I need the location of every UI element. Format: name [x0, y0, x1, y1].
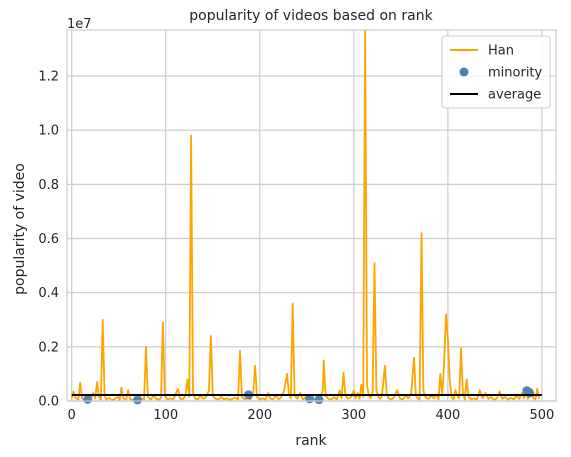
y-tick-label: 1.0	[38, 124, 59, 139]
x-tick-label: 300	[341, 408, 366, 423]
axes	[66, 29, 557, 402]
y-tick-label: 0.4	[38, 286, 59, 301]
legend: Han minority average	[441, 35, 551, 109]
legend-marker-minority	[459, 67, 469, 77]
data-layer	[70, 29, 542, 405]
minority-point	[133, 395, 143, 405]
x-tick-label: 0	[68, 408, 76, 423]
y-axis-label: popularity of video	[12, 163, 28, 295]
x-tick-label: 500	[529, 408, 554, 423]
x-tick-label: 400	[435, 408, 460, 423]
y-tick-label: 1.2	[38, 70, 59, 85]
y-tick-label: 0.6	[38, 232, 59, 247]
legend-label-Han: Han	[488, 44, 514, 59]
chart-title: popularity of videos based on rank	[189, 8, 433, 24]
y-tick-label: 0.0	[38, 395, 59, 410]
plot-frame	[66, 29, 557, 402]
han-series-line	[70, 29, 540, 402]
x-tick-label: 100	[153, 408, 178, 423]
x-axis-label: rank	[295, 433, 327, 449]
legend-label-average: average	[488, 88, 541, 103]
legend-label-minority: minority	[488, 66, 543, 81]
x-tick-label: 200	[247, 408, 272, 423]
y-tick-label: 0.2	[38, 340, 59, 355]
legend-box	[441, 35, 551, 109]
y-tick-label: 0.8	[38, 178, 59, 193]
y-axis-offset-label: 1e7	[67, 17, 92, 32]
minority-point	[314, 395, 324, 405]
tick-labels: 0 100 200 300 400 500 0.0 0.2 0.4 0.6 0.8 1.0 1.2	[38, 70, 554, 423]
minority-point	[83, 394, 93, 404]
